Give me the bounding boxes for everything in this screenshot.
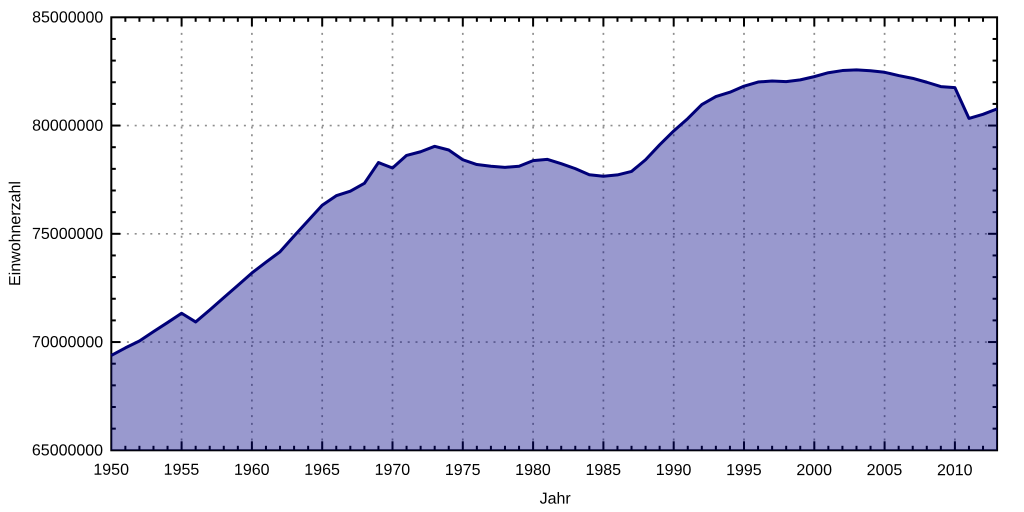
svg-text:1990: 1990 (656, 462, 692, 479)
svg-text:2010: 2010 (937, 462, 973, 479)
svg-text:1960: 1960 (234, 462, 270, 479)
svg-text:1955: 1955 (164, 462, 200, 479)
svg-text:70000000: 70000000 (32, 334, 103, 351)
svg-text:Jahr: Jahr (540, 491, 572, 508)
svg-text:75000000: 75000000 (32, 226, 103, 243)
svg-text:1975: 1975 (445, 462, 481, 479)
svg-text:2000: 2000 (796, 462, 832, 479)
svg-text:1980: 1980 (515, 462, 551, 479)
svg-text:65000000: 65000000 (32, 442, 103, 459)
svg-text:1950: 1950 (93, 462, 129, 479)
svg-text:1995: 1995 (726, 462, 762, 479)
svg-text:1985: 1985 (585, 462, 621, 479)
svg-text:1965: 1965 (304, 462, 340, 479)
svg-text:Einwohnerzahl: Einwohnerzahl (7, 181, 24, 286)
svg-text:2005: 2005 (867, 462, 903, 479)
svg-text:85000000: 85000000 (32, 9, 103, 26)
svg-text:80000000: 80000000 (32, 118, 103, 135)
svg-text:1970: 1970 (375, 462, 411, 479)
